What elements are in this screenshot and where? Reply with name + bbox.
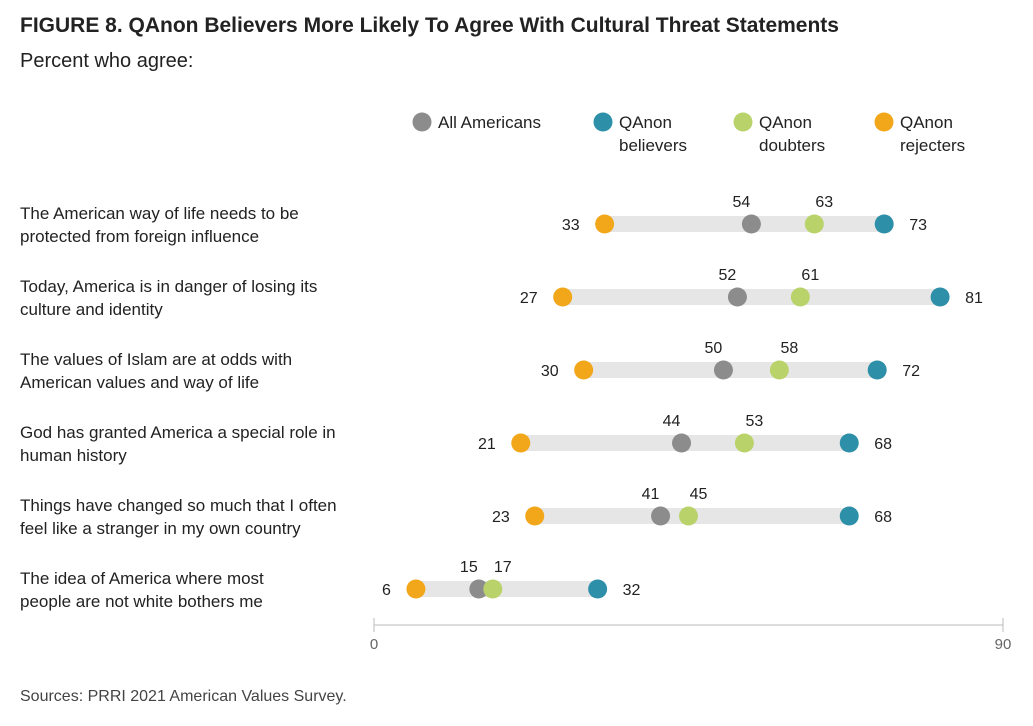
value-label-rejecters: 27	[520, 290, 538, 307]
dot-believers	[839, 433, 859, 453]
category-label: protected from foreign influence	[20, 227, 259, 246]
value-label-doubters: 63	[815, 194, 833, 211]
value-label-all: 54	[733, 194, 751, 211]
dot-doubters	[679, 506, 698, 526]
category-label: The idea of America where most	[20, 569, 264, 588]
dot-all	[651, 506, 671, 526]
x-tick-label: 90	[995, 636, 1012, 653]
dot-doubters	[483, 579, 503, 599]
dot-doubters	[790, 287, 810, 307]
chart-title: FIGURE 8. QAnon Believers More Likely To…	[20, 14, 839, 37]
category-label: The American way of life needs to be	[20, 204, 299, 223]
dot-all	[469, 579, 489, 599]
dot-believers	[588, 579, 608, 599]
category-label: human history	[20, 446, 127, 465]
dot-believers	[867, 360, 887, 380]
value-label-rejecters: 33	[562, 217, 580, 234]
category-label: Things have changed so much that I often	[20, 496, 337, 515]
category-label: Today, America is in danger of losing it…	[20, 277, 317, 296]
value-label-all: 44	[663, 413, 681, 430]
x-tick-label: 0	[370, 636, 378, 653]
range-bar	[562, 289, 941, 305]
value-label-doubters: 17	[494, 559, 512, 576]
legend-label-doubters: doubters	[759, 136, 825, 155]
value-label-rejecters: 23	[492, 509, 510, 526]
value-label-believers: 68	[874, 509, 892, 526]
legend-label-doubters: QAnon	[759, 113, 812, 132]
category-label: people are not white bothers me	[20, 592, 263, 611]
dot-all	[672, 433, 692, 453]
value-label-believers: 73	[909, 217, 927, 234]
category-label: feel like a stranger in my own country	[20, 519, 301, 538]
value-label-rejecters: 21	[478, 436, 496, 453]
dot-rejecters	[574, 360, 594, 380]
category-label: American values and way of life	[20, 373, 259, 392]
value-label-believers: 72	[902, 363, 920, 380]
value-label-rejecters: 6	[382, 582, 391, 599]
dot-all	[727, 287, 747, 307]
range-bar	[415, 581, 598, 597]
value-label-all: 52	[719, 267, 737, 284]
dot-rejecters	[595, 214, 615, 234]
value-label-rejecters: 30	[541, 363, 559, 380]
legend-marker-all	[412, 112, 432, 132]
value-label-doubters: 58	[780, 340, 798, 357]
dot-rejecters	[406, 579, 426, 599]
legend-label-rejecters: QAnon	[900, 113, 953, 132]
category-label: The values of Islam are at odds with	[20, 350, 292, 369]
dot-doubters	[769, 360, 789, 380]
dot-believers	[874, 214, 894, 234]
value-label-doubters: 61	[801, 267, 819, 284]
dot-believers	[839, 506, 859, 526]
value-label-all: 15	[460, 559, 478, 576]
value-label-all: 50	[705, 340, 723, 357]
dot-believers	[930, 287, 950, 307]
dot-all	[713, 360, 733, 380]
legend-marker-doubters	[733, 112, 753, 132]
chart-subtitle: Percent who agree:	[20, 50, 194, 72]
dot-doubters	[804, 214, 824, 234]
value-label-all: 41	[642, 486, 660, 503]
legend-marker-believers	[593, 112, 613, 132]
value-label-believers: 68	[874, 436, 892, 453]
dot-rejecters	[553, 287, 573, 307]
legend-marker-rejecters	[874, 112, 894, 132]
value-label-doubters: 45	[690, 486, 708, 503]
value-label-believers: 32	[623, 582, 641, 599]
source-note: Sources: PRRI 2021 American Values Surve…	[20, 688, 347, 705]
legend-label-believers: QAnon	[619, 113, 672, 132]
legend-label-believers: believers	[619, 136, 687, 155]
category-label: God has granted America a special role i…	[20, 423, 336, 442]
value-label-doubters: 53	[746, 413, 764, 430]
legend-label-rejecters: rejecters	[900, 136, 965, 155]
legend-label-all: All Americans	[438, 113, 541, 132]
category-label: culture and identity	[20, 300, 163, 319]
dot-rejecters	[511, 433, 531, 453]
dot-all	[741, 214, 761, 234]
dot-doubters	[734, 433, 754, 453]
dot-rejecters	[525, 506, 545, 526]
value-label-believers: 81	[965, 290, 983, 307]
